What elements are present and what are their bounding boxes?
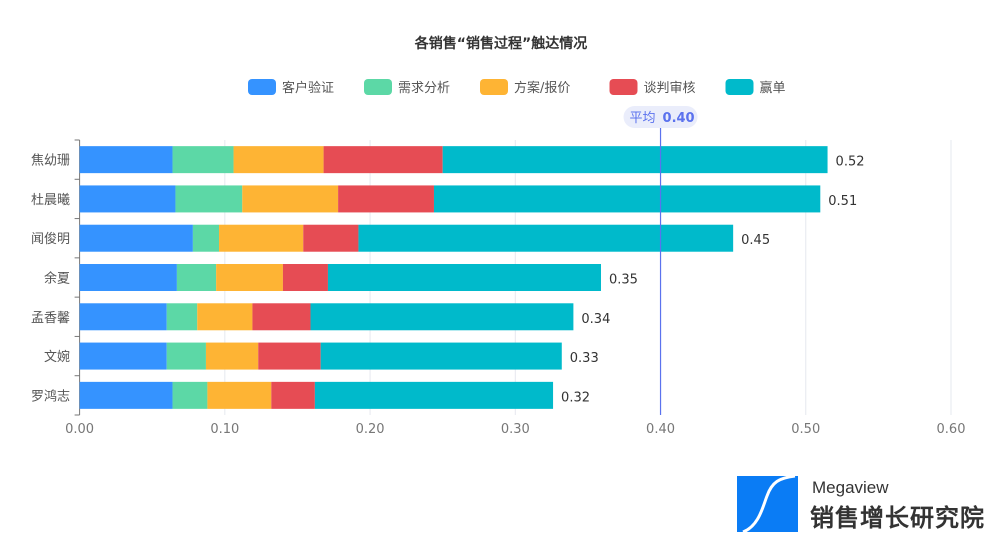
legend-label-2: 方案/报价 [514, 80, 570, 96]
bar-segment-3 [303, 224, 359, 252]
y-category-label: 杜晨曦 [31, 192, 70, 208]
total-label: 0.33 [570, 351, 599, 366]
bar-segment-1 [176, 264, 217, 291]
y-category-label: 余夏 [44, 271, 70, 287]
bar-segment-1 [172, 381, 208, 409]
legend-swatch-1 [364, 79, 392, 95]
logo-brand-name: Megaview [812, 478, 889, 497]
bar-segment-1 [166, 342, 206, 370]
bar-segment-0 [79, 264, 177, 291]
total-label: 0.32 [561, 390, 590, 405]
bar-segment-0 [79, 185, 176, 213]
average-label: 平均 [630, 111, 656, 126]
bar-segment-4 [327, 264, 601, 291]
y-category-label: 孟香馨 [31, 310, 70, 326]
x-tick-label: 0.60 [937, 422, 966, 437]
bar-segment-4 [433, 185, 821, 213]
bar-segment-3 [258, 342, 321, 370]
y-category-label: 文婉 [44, 349, 70, 365]
legend-label-3: 谈判审核 [644, 81, 696, 96]
bar-segment-2 [216, 264, 283, 291]
bar-segment-3 [271, 381, 315, 409]
legend-label-4: 赢单 [760, 80, 786, 96]
total-label: 0.34 [581, 312, 610, 327]
x-tick-label: 0.10 [210, 422, 239, 437]
bar-segment-2 [242, 185, 339, 213]
logo-institute-name: 销售增长研究院 [810, 504, 985, 532]
x-tick-label: 0.00 [65, 422, 94, 437]
legend-label-0: 客户验证 [282, 80, 334, 96]
average-badge [623, 106, 698, 128]
bar-segment-2 [219, 224, 304, 252]
average-value: 0.40 [663, 111, 695, 126]
bar-segment-3 [252, 303, 311, 331]
bar-segment-1 [192, 224, 220, 252]
bar-segment-4 [320, 342, 562, 370]
total-label: 0.45 [741, 233, 770, 248]
bar-segment-0 [79, 381, 173, 409]
x-tick-label: 0.20 [356, 422, 385, 437]
bar-segment-4 [442, 146, 828, 174]
bar-segment-4 [358, 224, 734, 252]
bar-segment-0 [79, 224, 193, 252]
legend-swatch-2 [480, 79, 508, 95]
bar-segment-2 [233, 146, 324, 174]
bar-segment-0 [79, 146, 173, 174]
bar-segment-0 [79, 342, 167, 370]
legend-swatch-0 [248, 79, 276, 95]
bar-segment-3 [282, 264, 328, 291]
legend-swatch-4 [725, 79, 754, 95]
total-label: 0.51 [828, 194, 857, 209]
y-category-label: 闻俊明 [31, 232, 70, 247]
bar-segment-0 [79, 303, 167, 331]
bar-segment-1 [175, 185, 243, 213]
total-label: 0.52 [836, 155, 865, 170]
bar-segment-2 [205, 342, 259, 370]
bar-segment-1 [166, 303, 198, 331]
bar-segment-4 [310, 303, 574, 331]
bar-segment-4 [314, 381, 554, 409]
chart-title: 各销售“销售过程”触达情况 [414, 35, 587, 52]
bar-segment-1 [172, 146, 234, 174]
bar-segment-2 [207, 381, 272, 409]
x-tick-label: 0.50 [791, 422, 820, 437]
x-tick-label: 0.30 [501, 422, 530, 437]
bar-segment-3 [338, 185, 434, 213]
x-tick-label: 0.40 [646, 422, 675, 437]
legend-label-1: 需求分析 [398, 81, 450, 96]
bar-segment-3 [323, 146, 443, 174]
y-category-label: 焦幼珊 [31, 154, 70, 169]
megaview-logo-icon [737, 474, 798, 534]
bar-segment-2 [197, 303, 253, 331]
legend-swatch-3 [609, 79, 638, 95]
total-label: 0.35 [609, 273, 638, 288]
y-category-label: 罗鸿志 [31, 388, 70, 404]
